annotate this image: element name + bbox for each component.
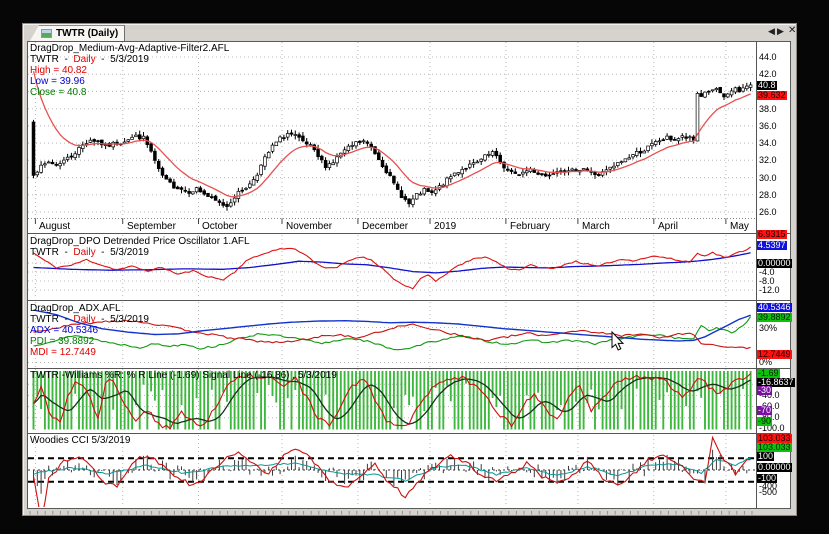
y-axis-value-box: 39.632 (757, 89, 787, 100)
y-axis-value-box: 40.8 (757, 79, 777, 90)
price-formula-title: DragDrop_Medium-Avg-Adaptive-Filter2.AFL (30, 43, 230, 54)
y-axis-tick-label: 32.0 (759, 155, 777, 165)
y-axis-value-box: 103.033 (757, 441, 792, 452)
chart-thumbnail-icon (41, 29, 52, 38)
x-axis-month-label: December (362, 221, 409, 232)
y-axis-tick-label: 44.0 (759, 52, 777, 62)
y-axis-value-box: -90 (757, 415, 773, 426)
y-axis-tick-label: -500 (759, 487, 778, 497)
dpo-symbol-line: TWTR - Daily - 5/3/2019 (30, 247, 149, 258)
y-axis-tick-label: 42.0 (759, 69, 777, 79)
dpo-formula-title: DragDrop_DPO Detrended Price Oscillator … (30, 236, 250, 247)
close-window-button[interactable]: ✕ (788, 25, 797, 36)
x-axis-month-label: February (510, 221, 551, 232)
x-axis-month-label: May (730, 221, 749, 232)
x-axis-month-label: August (39, 221, 71, 232)
y-axis-value-box: 4.5397 (757, 239, 787, 250)
williams-title: TWTR -Williams %R: % R Line (-1.69) Sign… (30, 370, 337, 381)
scroll-tabs-right-button[interactable]: ▶ (777, 26, 784, 36)
y-axis-value-box: 12.7449 (757, 348, 792, 359)
x-axis-month-label: September (127, 221, 176, 232)
y-axis-value-box: -100 (757, 472, 778, 483)
y-axis-tick-label: -12.0 (759, 285, 780, 295)
y-axis-value-box: -16.8637 (757, 376, 795, 387)
y-axis-value-box: 39.8892 (757, 311, 792, 322)
y-axis-tick-label: 34.0 (759, 138, 777, 148)
y-axis-tick-label: 38.0 (759, 104, 777, 114)
y-axis-tick-label: -4.0 (759, 267, 775, 277)
y-axis-tick-label: -100.0 (759, 423, 785, 433)
y-axis-value-box: 6.9315 (757, 228, 787, 239)
price-symbol-line: TWTR - Daily - 5/3/2019 (30, 54, 149, 65)
y-axis-tick-label: 0% (759, 357, 773, 367)
y-axis-tick-label: -40.0 (759, 390, 780, 400)
y-axis-value-box: 0.00000 (757, 461, 792, 472)
williams-panel-titles: TWTR -Williams %R: % R Line (-1.69) Sign… (30, 370, 337, 381)
y-axis-tick-label: -8.0 (759, 276, 775, 286)
low-value-label: Low = 39.96 (30, 76, 85, 87)
adx-formula-title: DragDrop_ADX.AFL (30, 303, 121, 314)
adx-panel-titles: DragDrop_ADX.AFL TWTR - Daily - 5/3/2019… (30, 303, 149, 358)
chart-client-area[interactable] (27, 41, 791, 509)
pdi-value-label: PDI = 39.8892 (30, 336, 95, 347)
x-axis-month-label: October (202, 221, 238, 232)
tab-label: TWTR (Daily) (56, 28, 119, 39)
x-axis-month-label: November (286, 221, 333, 232)
y-axis-value-box: -30 (757, 384, 773, 395)
adx-symbol-line: TWTR - Daily - 5/3/2019 (30, 314, 149, 325)
y-axis-value-box: 103.033 (757, 432, 792, 443)
high-value-label: High = 40.82 (30, 65, 87, 76)
y-axis-tick-label: -400 (759, 481, 778, 491)
y-axis-tick-label: 30.0 (759, 173, 777, 183)
x-axis-month-label: 2019 (434, 221, 457, 232)
price-panel-titles: DragDrop_Medium-Avg-Adaptive-Filter2.AFL… (30, 43, 229, 98)
y-axis-value-box: 0.00000 (757, 257, 792, 268)
tab-twtr-daily[interactable]: TWTR (Daily) (30, 25, 125, 41)
y-axis-value-box: -1.69 (757, 367, 780, 378)
adx-value-label: ADX = 40.5346 (30, 325, 99, 336)
x-axis-month-label: April (658, 221, 679, 232)
close-value-label: Close = 40.8 (30, 87, 87, 98)
y-axis-tick-label: 30% (759, 323, 778, 333)
y-axis-tick-label: 26.0 (759, 207, 777, 217)
y-axis-value-box: -70 (757, 404, 773, 415)
scroll-tabs-left-button[interactable]: ◀ (768, 26, 775, 36)
y-axis-value-box: 40.5346 (757, 301, 792, 312)
mdi-value-label: MDI = 12.7449 (30, 347, 96, 358)
dpo-panel-titles: DragDrop_DPO Detrended Price Oscillator … (30, 236, 250, 258)
cci-title: Woodies CCI 5/3/2019 (30, 435, 131, 446)
cci-panel-titles: Woodies CCI 5/3/2019 (30, 435, 130, 446)
y-axis-tick-label: 36.0 (759, 121, 777, 131)
x-axis-month-label: March (582, 221, 610, 232)
y-axis-tick-label: 28.0 (759, 190, 777, 200)
y-axis-value-box: 100 (757, 450, 775, 461)
